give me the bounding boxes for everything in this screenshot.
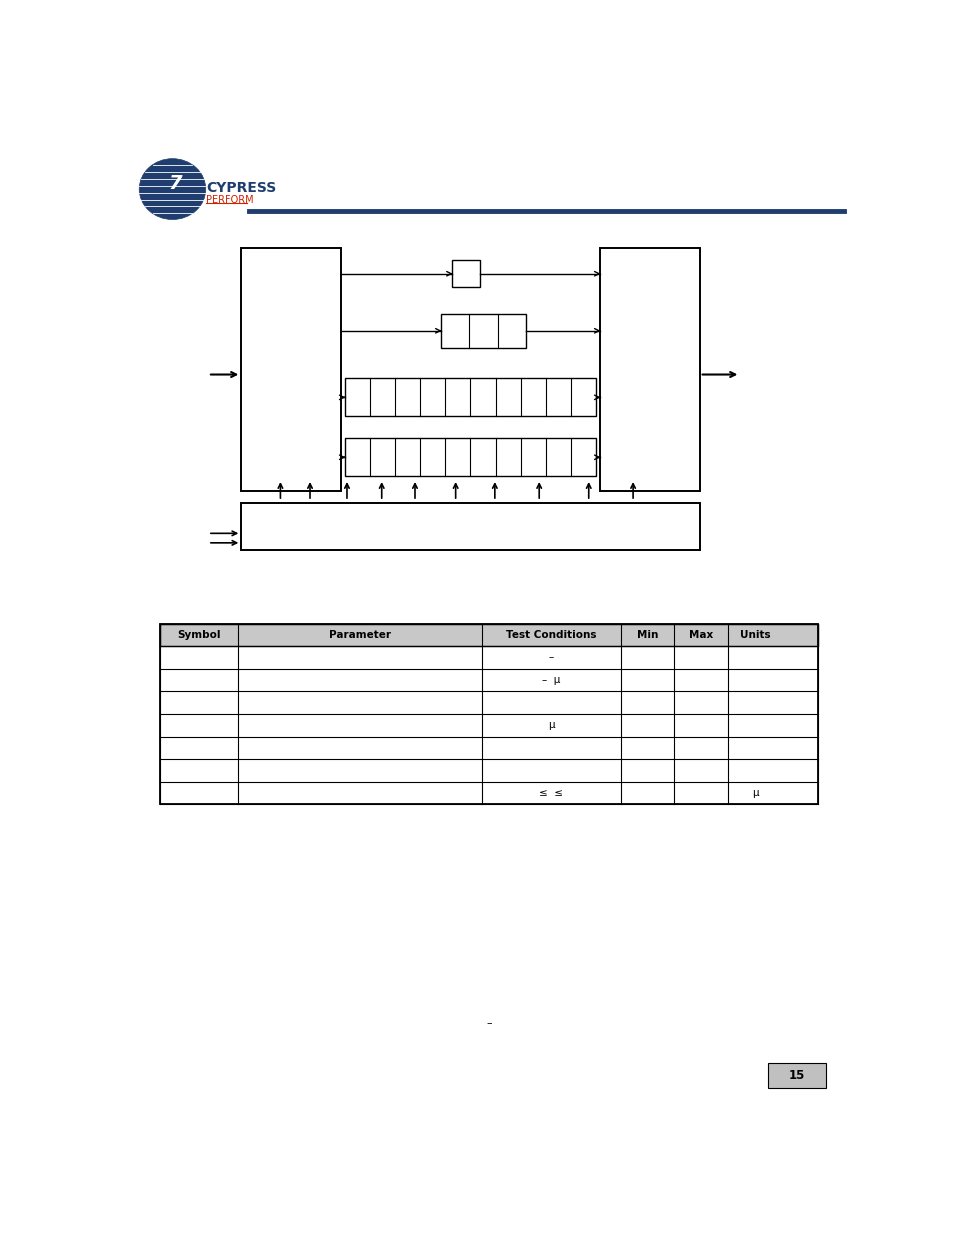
Text: PERFORM: PERFORM <box>206 195 253 205</box>
Text: Test Conditions: Test Conditions <box>506 630 596 640</box>
Text: μ: μ <box>751 788 758 798</box>
Text: 15: 15 <box>788 1068 804 1082</box>
Text: ≤  ≤: ≤ ≤ <box>538 788 563 798</box>
Text: Parameter: Parameter <box>329 630 391 640</box>
Text: 7: 7 <box>169 174 182 193</box>
Text: μ: μ <box>548 720 554 730</box>
Text: Min: Min <box>637 630 658 640</box>
Text: Symbol: Symbol <box>177 630 220 640</box>
Text: –  μ: – μ <box>541 676 560 685</box>
Bar <box>160 624 817 646</box>
Bar <box>241 248 341 490</box>
Bar <box>452 261 479 287</box>
Text: Max: Max <box>689 630 713 640</box>
Text: Units: Units <box>740 630 770 640</box>
Bar <box>241 503 699 551</box>
Bar <box>440 314 525 348</box>
Bar <box>344 438 596 477</box>
Bar <box>767 1063 825 1088</box>
Ellipse shape <box>139 158 206 220</box>
Text: –: – <box>548 652 554 662</box>
Text: –: – <box>486 1018 491 1028</box>
Bar <box>160 624 817 804</box>
Text: CYPRESS: CYPRESS <box>206 182 276 195</box>
Bar <box>344 378 596 416</box>
Bar <box>599 248 699 490</box>
